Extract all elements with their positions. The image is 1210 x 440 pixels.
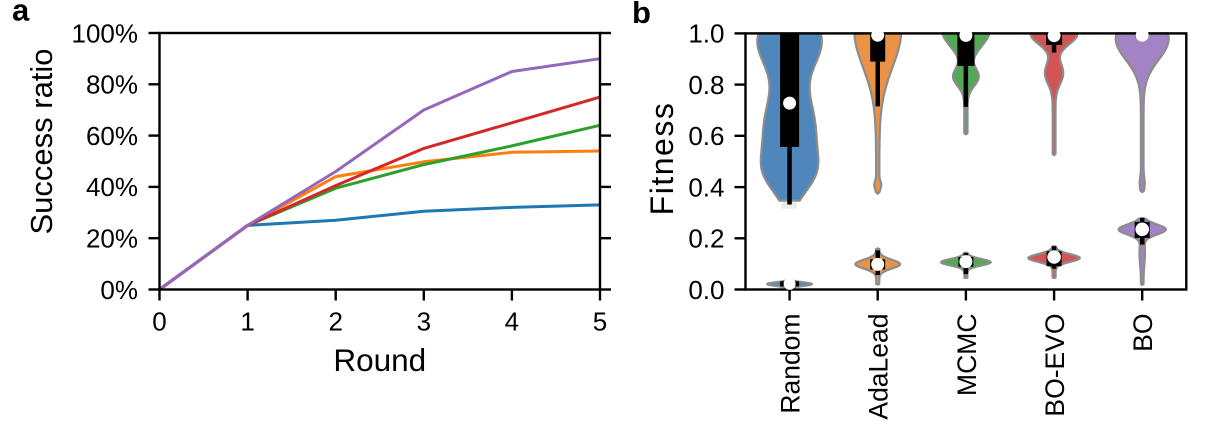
svg-text:Random: Random [776,314,806,414]
svg-text:4: 4 [505,307,519,337]
svg-text:b: b [632,0,651,30]
svg-text:0.4: 0.4 [688,172,724,202]
svg-text:0.6: 0.6 [688,121,724,151]
svg-text:2: 2 [328,307,342,337]
svg-text:Success ratio: Success ratio [24,48,59,234]
svg-text:Round: Round [333,342,426,378]
svg-text:3: 3 [417,307,431,337]
svg-text:1: 1 [240,307,254,337]
svg-text:40%: 40% [86,172,138,202]
svg-text:20%: 20% [86,224,138,254]
svg-text:5: 5 [593,307,607,337]
svg-text:1.0: 1.0 [688,19,724,49]
svg-text:BO-EVO: BO-EVO [1040,314,1070,417]
svg-text:AdaLead: AdaLead [864,314,894,420]
svg-text:0.0: 0.0 [688,275,724,305]
svg-text:0.8: 0.8 [688,70,724,100]
svg-text:60%: 60% [86,121,138,151]
svg-text:BO: BO [1128,314,1158,352]
svg-text:0: 0 [152,307,166,337]
svg-text:80%: 80% [86,70,138,100]
svg-text:0%: 0% [100,275,138,305]
svg-text:0.2: 0.2 [688,224,724,254]
svg-text:MCMC: MCMC [952,314,982,396]
svg-text:Fitness: Fitness [644,102,680,216]
svg-text:100%: 100% [72,18,139,48]
svg-text:a: a [12,0,30,28]
